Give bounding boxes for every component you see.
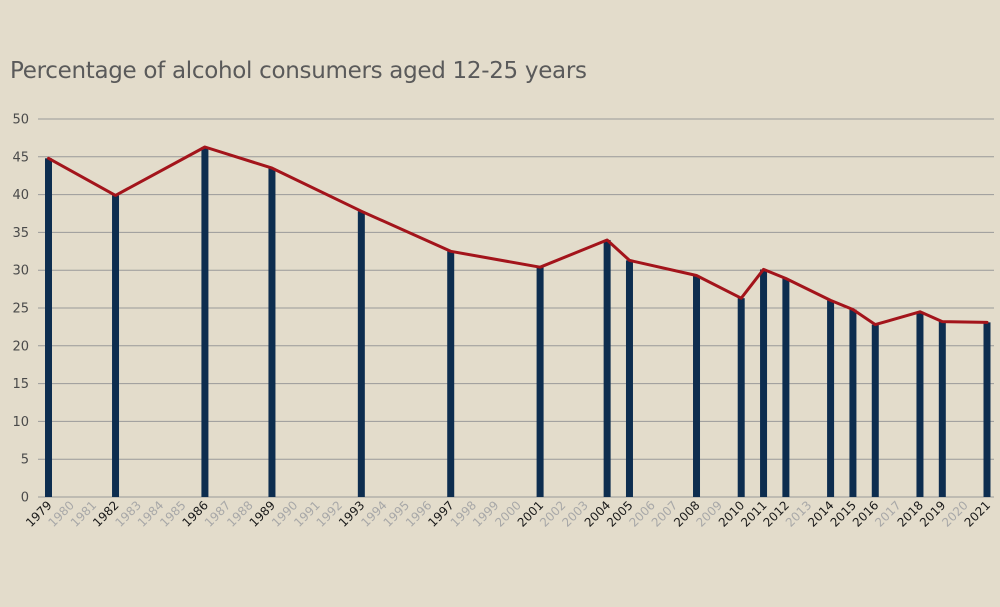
y-tick-label: 15 — [12, 377, 29, 392]
trend-line-series — [47, 145, 989, 327]
bar — [760, 269, 768, 497]
y-tick-label: 45 — [12, 150, 29, 165]
y-axis-ticks: 0 5 10 15 20 25 30 35 40 45 50 — [12, 113, 29, 506]
grid-lines — [38, 118, 994, 498]
y-tick-label: 40 — [12, 188, 29, 203]
bar — [737, 298, 745, 497]
y-tick-label: 10 — [12, 415, 29, 430]
y-tick-label: 30 — [12, 264, 29, 279]
bar — [938, 321, 946, 497]
bar — [693, 275, 701, 497]
bar — [916, 311, 924, 497]
chart-title: Percentage of alcohol consumers aged 12-… — [10, 58, 587, 84]
bar — [201, 146, 209, 498]
bar — [112, 195, 120, 497]
bar — [357, 211, 365, 497]
y-tick-label: 5 — [21, 453, 29, 468]
x-axis-ticks: 1979198019811982198319841985198619871988… — [23, 498, 993, 529]
bar — [871, 324, 879, 497]
x-tick-label: 2021 — [962, 498, 993, 529]
bar — [625, 260, 633, 497]
bar-series — [45, 146, 991, 498]
y-tick-label: 20 — [12, 339, 29, 354]
bar — [983, 322, 991, 497]
bar — [827, 300, 835, 497]
y-tick-label: 50 — [12, 113, 29, 128]
bar — [45, 158, 52, 497]
trend-line — [47, 145, 989, 327]
bar — [268, 168, 276, 497]
bar — [447, 251, 455, 497]
bar — [536, 267, 544, 497]
y-tick-label: 25 — [12, 302, 29, 317]
bar — [603, 239, 611, 497]
bar — [849, 309, 857, 497]
y-tick-label: 35 — [12, 226, 29, 241]
y-tick-label: 0 — [21, 491, 29, 506]
bar — [782, 278, 790, 497]
